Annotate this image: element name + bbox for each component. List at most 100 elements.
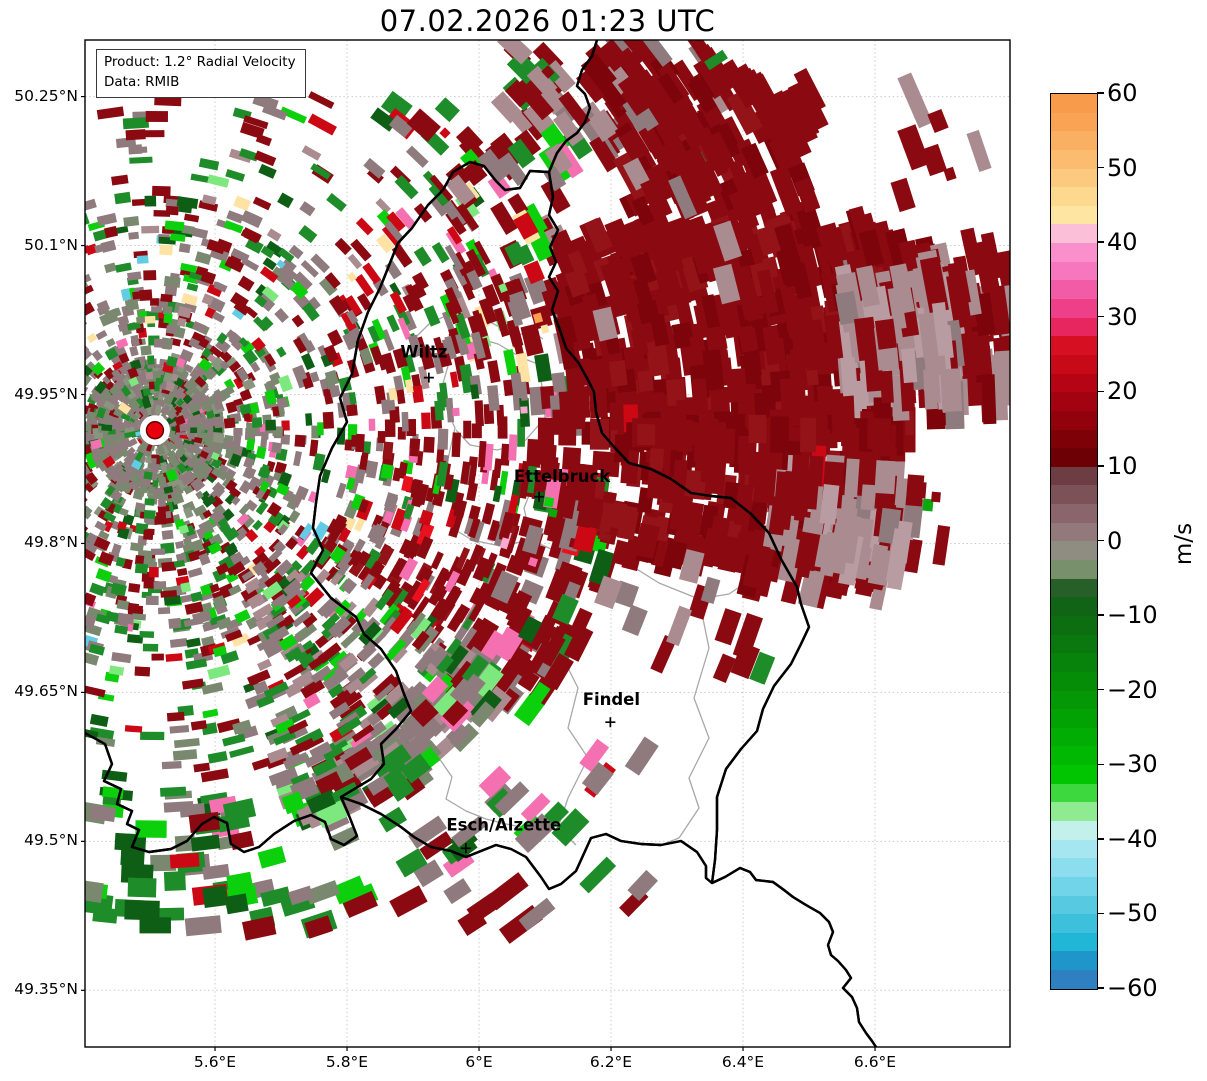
colorbar-band bbox=[1051, 671, 1097, 691]
colorbar-band bbox=[1051, 876, 1097, 896]
colorbar-band bbox=[1051, 149, 1097, 169]
colorbar-tick-label: 30 bbox=[1107, 302, 1138, 331]
y-tick-label: 49.5°N bbox=[24, 831, 78, 850]
x-tick-label: 6°E bbox=[465, 1053, 493, 1071]
colorbar-band bbox=[1051, 839, 1097, 859]
product-info-box: Product: 1.2° Radial Velocity Data: RMIB bbox=[96, 49, 306, 99]
colorbar-band bbox=[1051, 653, 1097, 672]
y-tick-label: 49.35°N bbox=[14, 980, 78, 999]
country-borders bbox=[85, 40, 877, 1047]
colorbar-band bbox=[1051, 94, 1097, 113]
colorbar-band bbox=[1051, 727, 1097, 747]
colorbar-band bbox=[1051, 541, 1097, 561]
colorbar-tick-label: −20 bbox=[1107, 675, 1158, 704]
colorbar-tick-mark bbox=[1097, 838, 1104, 840]
colorbar-tick-mark bbox=[1097, 614, 1104, 616]
colorbar-tick-label: 60 bbox=[1107, 79, 1138, 107]
colorbar-band bbox=[1051, 373, 1097, 393]
colorbar-tick-label: 0 bbox=[1107, 526, 1123, 555]
colorbar-band bbox=[1051, 615, 1097, 635]
city-markers: Wiltz Ettelbruck Findel Esch/Alzette bbox=[139, 343, 640, 854]
x-tick-label: 6.2°E bbox=[589, 1053, 633, 1071]
colorbar-tick-label: −50 bbox=[1107, 899, 1158, 928]
y-tick-label: 49.95°N bbox=[14, 384, 78, 403]
colorbar-band bbox=[1051, 504, 1097, 523]
colorbar-tick-mark bbox=[1097, 912, 1104, 915]
colorbar-band bbox=[1051, 597, 1097, 616]
colorbar-tick-label: 20 bbox=[1107, 377, 1138, 406]
colorbar-tick-label: −10 bbox=[1107, 601, 1158, 630]
colorbar-tick-mark bbox=[1097, 539, 1104, 542]
svg-text:Findel: Findel bbox=[583, 690, 640, 709]
y-tick-label: 50.25°N bbox=[14, 86, 78, 105]
product-label: Product: 1.2° Radial Velocity bbox=[104, 54, 296, 70]
colorbar-band bbox=[1051, 354, 1097, 374]
data-source-label: Data: RMIB bbox=[104, 73, 180, 90]
colorbar-tick-mark bbox=[1097, 241, 1104, 243]
colorbar-band bbox=[1051, 336, 1097, 355]
y-tick-label: 50.1°N bbox=[24, 235, 78, 254]
colorbar-tick-label: 40 bbox=[1107, 228, 1138, 257]
colorbar-band bbox=[1051, 746, 1097, 766]
colorbar-band bbox=[1051, 205, 1097, 225]
colorbar-tick-label: −40 bbox=[1107, 824, 1158, 853]
colorbar-tick-mark bbox=[1097, 92, 1104, 94]
colorbar-band bbox=[1051, 858, 1097, 877]
colorbar-band bbox=[1051, 951, 1097, 971]
colorbar-band bbox=[1051, 317, 1097, 337]
colorbar-band bbox=[1051, 820, 1097, 840]
colorbar-band bbox=[1051, 168, 1097, 188]
colorbar-tick-mark bbox=[1097, 465, 1104, 467]
colorbar-tick-mark bbox=[1097, 987, 1104, 989]
svg-text:Wiltz: Wiltz bbox=[400, 343, 447, 362]
colorbar-tick-mark bbox=[1097, 688, 1104, 691]
colorbar-band bbox=[1051, 914, 1097, 933]
colorbar-band bbox=[1051, 429, 1097, 449]
radar-echo-cells bbox=[85, 40, 1010, 944]
colorbar-tick-label: −30 bbox=[1107, 750, 1158, 779]
colorbar-band bbox=[1051, 690, 1097, 710]
colorbar-unit-label: m/s bbox=[1171, 522, 1197, 566]
colorbar-tick-label: −60 bbox=[1107, 974, 1158, 1002]
colorbar-band bbox=[1051, 634, 1097, 654]
colorbar-band bbox=[1051, 224, 1097, 244]
colorbar-band bbox=[1051, 280, 1097, 300]
x-tick-label: 6.6°E bbox=[853, 1053, 897, 1071]
colorbar-band bbox=[1051, 709, 1097, 728]
y-tick-label: 49.65°N bbox=[14, 682, 78, 701]
colorbar-band bbox=[1051, 895, 1097, 915]
colorbar-tick-mark bbox=[1097, 166, 1104, 169]
colorbar-band bbox=[1051, 131, 1097, 150]
svg-text:Esch/Alzette: Esch/Alzette bbox=[446, 815, 561, 834]
colorbar-band bbox=[1051, 112, 1097, 132]
colorbar-band bbox=[1051, 522, 1097, 542]
colorbar-band bbox=[1051, 578, 1097, 598]
colorbar-band bbox=[1051, 261, 1097, 281]
colorbar-band bbox=[1051, 765, 1097, 784]
colorbar-tick-mark bbox=[1097, 390, 1104, 393]
colorbar-tick-mark bbox=[1097, 763, 1104, 765]
colorbar-tick-label: 50 bbox=[1107, 153, 1138, 182]
colorbar-band bbox=[1051, 466, 1097, 486]
colorbar bbox=[1050, 93, 1098, 990]
colorbar-tick-label: 10 bbox=[1107, 451, 1138, 480]
colorbar-band bbox=[1051, 970, 1097, 989]
y-tick-label: 49.8°N bbox=[24, 533, 78, 552]
colorbar-band bbox=[1051, 560, 1097, 579]
colorbar-tick-mark bbox=[1097, 316, 1104, 318]
colorbar-band bbox=[1051, 410, 1097, 430]
colorbar-band bbox=[1051, 243, 1097, 262]
colorbar-band bbox=[1051, 802, 1097, 821]
colorbar-band bbox=[1051, 485, 1097, 505]
x-tick-label: 6.4°E bbox=[721, 1053, 765, 1071]
x-tick-label: 5.8°E bbox=[325, 1053, 369, 1071]
colorbar-band bbox=[1051, 392, 1097, 411]
colorbar-band bbox=[1051, 932, 1097, 952]
colorbar-band bbox=[1051, 187, 1097, 206]
colorbar-band bbox=[1051, 299, 1097, 318]
colorbar-band bbox=[1051, 448, 1097, 467]
x-tick-label: 5.6°E bbox=[193, 1053, 237, 1071]
plot-title: 07.02.2026 01:23 UTC bbox=[379, 4, 716, 38]
svg-text:Ettelbruck: Ettelbruck bbox=[514, 467, 611, 486]
